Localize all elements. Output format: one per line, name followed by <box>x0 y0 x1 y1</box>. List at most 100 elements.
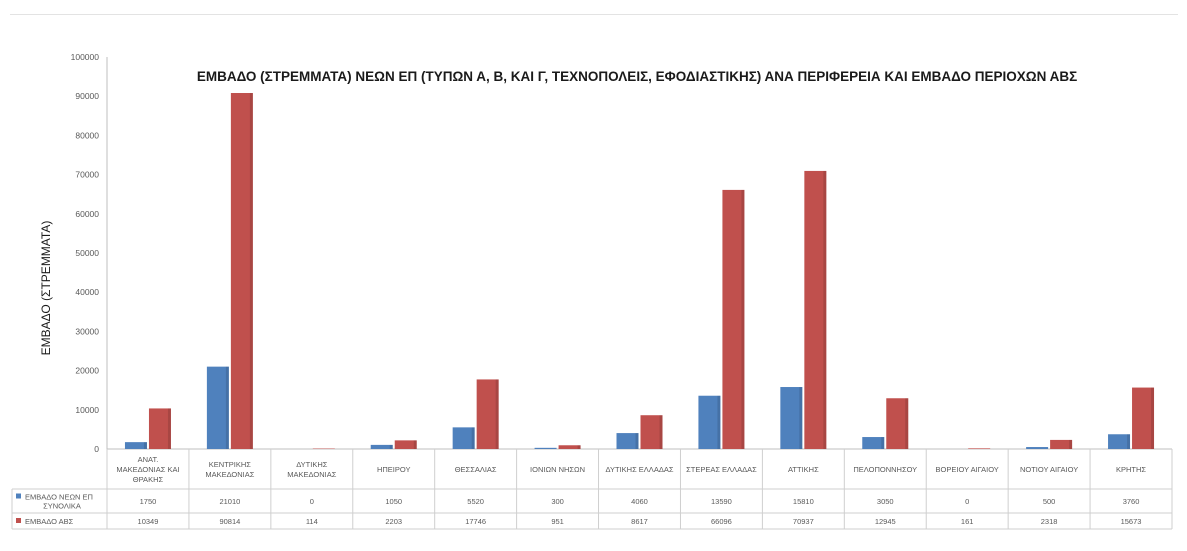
bar <box>148 408 171 449</box>
data-value: 5520 <box>467 497 484 506</box>
bar <box>476 379 499 449</box>
data-value: 1750 <box>140 497 157 506</box>
data-value: 1050 <box>385 497 402 506</box>
data-value: 17746 <box>465 517 486 526</box>
category-label: ΠΕΛΟΠΟΝΝΗΣΟΥ <box>853 465 917 474</box>
bar <box>616 433 639 449</box>
bar <box>1132 387 1155 449</box>
category-label: ΝΟΤΙΟΥ ΑΙΓΑΙΟΥ <box>1020 465 1078 474</box>
bar-shadow <box>167 408 171 449</box>
category-label: ΣΤΕΡΕΑΣ ΕΛΛΑΔΑΣ <box>686 465 757 474</box>
data-value: 2203 <box>385 517 402 526</box>
data-value: 951 <box>551 517 564 526</box>
data-value: 3760 <box>1123 497 1140 506</box>
data-value: 2318 <box>1041 517 1058 526</box>
category-label: ΔΥΤΙΚΗΣ ΕΛΛΑΔΑΣ <box>606 465 674 474</box>
chart-title: ΕΜΒΑΔΟ (ΣΤΡΕΜΜΑΤΑ) ΝΕΩΝ ΕΠ (ΤΥΠΩΝ Α, Β, … <box>197 69 1077 84</box>
y-tick-label: 100000 <box>71 52 100 62</box>
bar-shadow <box>1069 439 1073 449</box>
category-label: ΚΕΝΤΡΙΚΗΣ <box>209 460 252 469</box>
bar-shadow <box>881 437 885 449</box>
bar-shadow <box>635 433 639 449</box>
bar-shadow <box>413 440 417 449</box>
category-label: ΘΕΣΣΑΛΙΑΣ <box>455 465 497 474</box>
bar <box>534 447 557 449</box>
data-value: 21010 <box>219 497 240 506</box>
bar-shadow <box>143 442 147 449</box>
bar-shadow <box>905 398 909 449</box>
bar <box>230 93 253 449</box>
category-label: ΜΑΚΕΔΟΝΙΑΣ <box>205 470 254 479</box>
data-value: 8617 <box>631 517 648 526</box>
y-tick-label: 60000 <box>75 209 99 219</box>
y-tick-label: 70000 <box>75 170 99 180</box>
bar-shadow <box>717 395 721 449</box>
category-label: ΚΡΗΤΗΣ <box>1116 465 1146 474</box>
data-value: 0 <box>310 497 314 506</box>
data-value: 15810 <box>793 497 814 506</box>
data-value: 15673 <box>1121 517 1142 526</box>
data-value: 161 <box>961 517 974 526</box>
bar-shadow <box>471 427 475 449</box>
y-tick-label: 0 <box>94 444 99 454</box>
bar-shadow <box>225 366 229 449</box>
data-value: 90814 <box>219 517 240 526</box>
bar <box>370 444 393 449</box>
bar <box>452 427 475 449</box>
bar <box>640 415 663 449</box>
category-label: ΜΑΚΕΔΟΝΙΑΣ <box>287 470 336 479</box>
bar-shadow <box>495 379 499 449</box>
bar <box>862 437 885 449</box>
series-name: ΕΜΒΑΔΟ ΝΕΩΝ ΕΠ <box>25 493 93 502</box>
top-divider <box>10 14 1178 15</box>
bar <box>968 448 991 449</box>
data-value: 13590 <box>711 497 732 506</box>
bar <box>780 387 803 449</box>
bar <box>1108 434 1131 449</box>
data-value: 300 <box>551 497 564 506</box>
y-tick-label: 50000 <box>75 248 99 258</box>
y-tick-label: 30000 <box>75 326 99 336</box>
data-value: 3050 <box>877 497 894 506</box>
data-value: 70937 <box>793 517 814 526</box>
bar-shadow <box>1151 387 1155 449</box>
bar <box>124 442 147 449</box>
bar <box>804 170 827 450</box>
bar-shadow <box>823 170 827 450</box>
bar-shadow <box>577 445 581 449</box>
legend-key <box>16 493 21 499</box>
bar-shadow <box>741 189 745 449</box>
bar <box>886 398 909 449</box>
data-value: 0 <box>965 497 969 506</box>
series-name: ΕΜΒΑΔΟ ΑΒΣ <box>25 517 74 526</box>
bar-shadow <box>799 387 803 449</box>
category-label: ΔΥΤΙΚΗΣ <box>296 460 328 469</box>
data-value: 4060 <box>631 497 648 506</box>
bar-shadow <box>1127 434 1131 449</box>
y-tick-label: 10000 <box>75 405 99 415</box>
bar <box>394 440 417 449</box>
bar-shadow <box>389 444 393 449</box>
bar <box>1026 447 1049 449</box>
category-label: ΗΠΕΙΡΟΥ <box>377 465 411 474</box>
bar-shadow <box>249 93 253 449</box>
y-tick-label: 20000 <box>75 366 99 376</box>
bar <box>558 445 581 449</box>
data-value: 500 <box>1043 497 1056 506</box>
bar <box>1050 439 1073 449</box>
data-value: 10349 <box>138 517 159 526</box>
category-label: ΘΡΑΚΗΣ <box>133 475 164 484</box>
data-value: 114 <box>306 517 318 526</box>
data-value: 66096 <box>711 517 732 526</box>
y-tick-label: 90000 <box>75 91 99 101</box>
category-label: ΜΑΚΕΔΟΝΙΑΣ ΚΑΙ <box>116 465 179 474</box>
bar <box>698 395 721 449</box>
y-tick-label: 40000 <box>75 287 99 297</box>
category-label: ΑΤΤΙΚΗΣ <box>788 465 819 474</box>
y-tick-label: 80000 <box>75 130 99 140</box>
series-name: ΣΥΝΟΛΙΚΑ <box>43 502 81 511</box>
legend-key <box>16 518 21 523</box>
bar <box>722 189 745 449</box>
category-label: ΑΝΑΤ. <box>138 455 159 464</box>
